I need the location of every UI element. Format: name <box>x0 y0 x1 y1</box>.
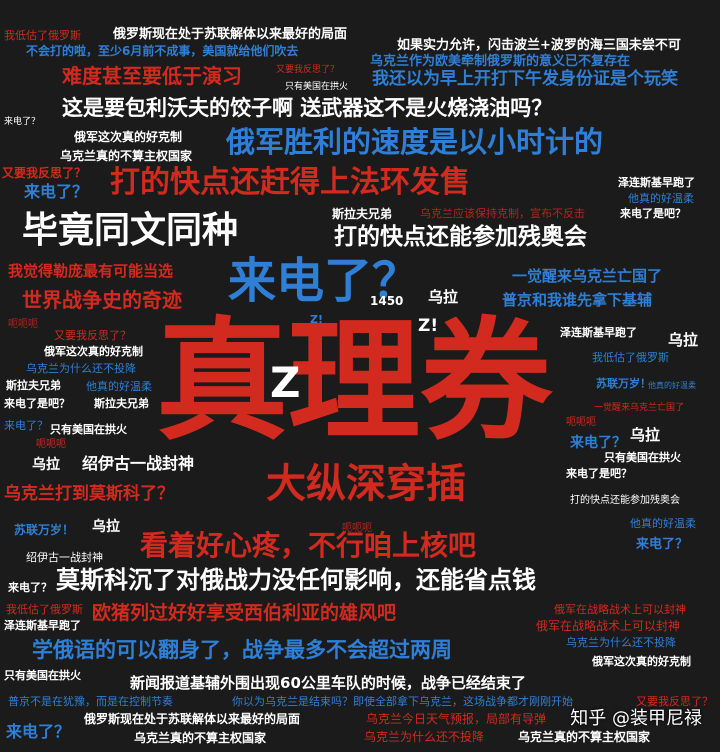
cloud-word: 来电了？ <box>6 722 71 741</box>
cloud-word: 只有美国在拱火 <box>604 451 681 464</box>
cloud-word: 莫斯科沉了对俄战力没任何影响，还能省点钱 <box>56 566 536 594</box>
cloud-word: 苏联万岁！ <box>14 523 75 537</box>
cloud-word: 乌克兰打到莫斯科了？ <box>4 484 174 504</box>
cloud-word: 又要我反思了？ <box>2 166 87 180</box>
cloud-word: 这是要包利沃夫的饺子啊 送武器这不是火烧浇油吗？ <box>62 96 553 120</box>
cloud-word: 一觉醒来乌克兰亡国了 <box>512 267 663 285</box>
cloud-word: 打的快点还能参加残奥会 <box>570 495 680 506</box>
cloud-word: Z! <box>418 316 439 336</box>
cloud-word: 绍伊古一战封神 <box>82 454 195 473</box>
cloud-word: 一觉醒来乌克兰亡国了 <box>594 403 685 413</box>
cloud-word: 俄军这次真的好克制 <box>592 655 691 668</box>
cloud-word: 来电了是吧？ <box>620 207 686 220</box>
cloud-word: 呃呃呃 <box>566 417 596 428</box>
cloud-word: 乌拉 <box>630 426 661 444</box>
cloud-word: 难度甚至要低于演习 <box>62 64 242 88</box>
cloud-word: 斯拉夫兄弟 <box>94 397 149 410</box>
cloud-word: 来电了？ <box>570 435 626 451</box>
cloud-word: 他真的好温柔 <box>630 517 696 530</box>
cloud-word: 乌克兰应该保持克制，宣布不反击 <box>420 207 585 220</box>
cloud-word: 呃呃呃 <box>36 439 66 450</box>
cloud-word: 斯拉夫兄弟 <box>332 207 393 221</box>
cloud-word: 乌拉 <box>92 519 120 535</box>
cloud-word: 泽连斯基早跑了 <box>4 619 81 632</box>
cloud-word: 俄军这次真的好克制 <box>44 345 143 358</box>
cloud-word: 欧猪列过好好享受西伯利亚的雄风吧 <box>92 602 397 624</box>
cloud-word: 苏联万岁！ <box>596 377 651 390</box>
cloud-word: 学俄语的可以翻身了，战争最多不会超过两周 <box>32 638 452 662</box>
cloud-word: 俄军这次真的好克制 <box>74 130 183 144</box>
cloud-word: 普京不是在犹豫，而是在控制节奏 <box>8 695 173 708</box>
cloud-word: 乌克兰真的不算主权国家 <box>60 149 193 163</box>
cloud-word: Z <box>270 358 301 407</box>
cloud-word: 俄军在战略战术上可以封神 <box>554 603 686 616</box>
cloud-word: 来电了？ <box>24 182 89 201</box>
cloud-word: 呃呃呃 <box>342 523 372 534</box>
cloud-word: 看着好心疼，不行咱上核吧 <box>140 529 477 562</box>
cloud-word: 来电了？ <box>228 253 421 309</box>
cloud-word: 打的快点还赶得上法环发售 <box>110 165 470 200</box>
main-keyword: 真理券 <box>156 305 552 459</box>
cloud-word: 来电了？ <box>636 537 689 552</box>
cloud-word: 又要我反思了？ <box>636 695 713 708</box>
cloud-word: 大纵深穿插 <box>266 461 466 507</box>
cloud-word: 我低估了俄罗斯 <box>6 603 83 616</box>
cloud-word: 俄罗斯现在处于苏联解体以来最好的局面 <box>113 27 348 42</box>
cloud-word: 斯拉夫兄弟 <box>6 379 61 392</box>
cloud-word: 你以为乌克兰是结束吗？即使全部拿下乌克兰，这场战争都才刚刚开始 <box>232 695 573 708</box>
cloud-word: 又要我反思了？ <box>54 329 131 342</box>
cloud-word: 只有美国在拱火 <box>4 669 81 682</box>
cloud-word: 如果实力允许，闪击波兰+波罗的海三国未尝不可 <box>397 38 681 53</box>
cloud-word: 来电了是吧？ <box>4 397 70 410</box>
cloud-word: 来电了？ <box>4 117 41 127</box>
cloud-word: 1450 <box>370 294 404 308</box>
cloud-word: 乌克兰今日天气预报，局部有导弹 <box>366 712 547 726</box>
cloud-word: 来电了？ <box>4 419 48 432</box>
cloud-word: 乌克兰真的不算主权国家 <box>518 730 651 744</box>
cloud-word: 呃呃呃 <box>8 319 38 330</box>
cloud-word: 乌克兰作为欧美牵制俄罗斯的意义已不复存在 <box>370 54 631 69</box>
cloud-word: 我低估了俄罗斯 <box>592 351 669 364</box>
cloud-word: 泽连斯基早跑了 <box>560 326 637 339</box>
cloud-word: 乌克兰为什么还不投降 <box>26 362 136 375</box>
cloud-word: 世界战争史的奇迹 <box>22 288 182 312</box>
cloud-word: 毕竟同文同种 <box>22 210 239 251</box>
cloud-word: Z! <box>310 313 323 326</box>
cloud-word: 泽连斯基早跑了 <box>618 176 695 189</box>
cloud-word: 乌拉 <box>668 331 699 349</box>
cloud-word: 来电了？ <box>8 581 52 594</box>
cloud-word: 绍伊古一战封神 <box>26 551 103 564</box>
cloud-word: 乌克兰真的不算主权国家 <box>134 731 267 745</box>
cloud-word: 新闻报道基辅外围出现60公里车队的时候，战争已经结束了 <box>130 674 526 692</box>
cloud-word: 乌拉 <box>428 288 459 306</box>
cloud-word: 又要我反思了？ <box>276 65 340 75</box>
cloud-word: 普京和我谁先拿下基辅 <box>502 291 653 309</box>
cloud-word: 乌拉 <box>32 457 60 473</box>
cloud-word: 他真的好温柔 <box>628 192 694 205</box>
cloud-word: 俄军胜利的速度是以小时计的 <box>226 125 604 159</box>
cloud-word: 他真的好温柔 <box>648 381 696 390</box>
cloud-word: 只有美国在拱火 <box>285 82 349 92</box>
cloud-word: 乌克兰为什么还不投降 <box>566 636 676 649</box>
cloud-word: 只有美国在拱火 <box>50 423 127 436</box>
cloud-word: 俄军在战略战术上可以封神 <box>536 619 681 633</box>
cloud-word: 来电了是吧？ <box>566 467 632 480</box>
cloud-word: 不会打的啦，至少6月前不成事，美国就给他们吹去 <box>26 44 299 58</box>
cloud-word: 我觉得勒庞最有可能当选 <box>8 262 174 280</box>
watermark: 知乎 @装甲尼禄 <box>570 708 702 729</box>
cloud-word: 打的快点还能参加残奥会 <box>334 224 587 250</box>
cloud-word: 乌克兰为什么还不投降 <box>364 730 485 744</box>
cloud-word: 我低估了俄罗斯 <box>4 29 81 42</box>
cloud-word: 俄罗斯现在处于苏联解体以来最好的局面 <box>84 712 301 726</box>
cloud-word: 我还以为早上开打下午发身份证是个玩笑 <box>372 69 678 89</box>
cloud-word: 他真的好温柔 <box>86 380 152 393</box>
